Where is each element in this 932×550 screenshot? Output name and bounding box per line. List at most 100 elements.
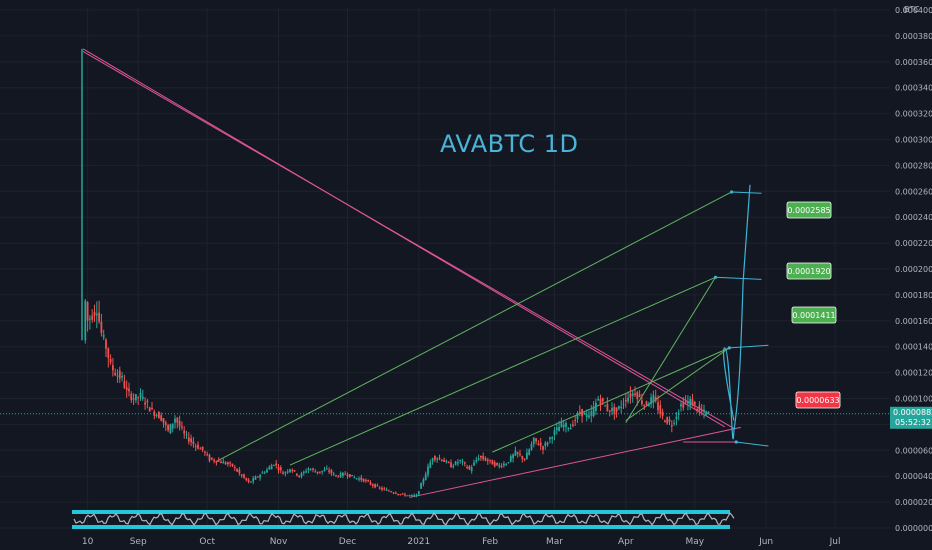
candle-body — [680, 404, 682, 407]
candle-body — [406, 495, 409, 497]
candle-body — [595, 402, 597, 411]
candle-body — [592, 406, 595, 417]
candle-body — [647, 404, 650, 407]
candle-body — [158, 412, 160, 419]
candle-body — [243, 474, 245, 478]
candle-body — [705, 412, 708, 415]
candle-body — [491, 460, 494, 465]
candles-layer — [81, 48, 710, 498]
candle-body — [118, 370, 121, 379]
candle-body — [434, 456, 436, 460]
x-tick-label: Dec — [339, 537, 356, 547]
candle-body — [597, 398, 600, 401]
connector-line — [731, 191, 762, 194]
candle-body — [599, 399, 602, 405]
candle-body — [197, 444, 199, 449]
candle-body — [86, 302, 89, 321]
candle-body — [369, 482, 372, 485]
candle-body — [624, 399, 627, 402]
connector-dot — [727, 346, 731, 350]
candle-body — [360, 477, 363, 481]
candle-body — [576, 413, 579, 419]
candle-body — [411, 494, 413, 496]
candle-body — [606, 403, 609, 411]
unit-label: BTC — [904, 5, 920, 14]
target-label: 0.0001411 — [791, 306, 837, 324]
candle-body — [629, 393, 632, 398]
candle-body — [146, 400, 149, 403]
candle-body — [374, 484, 376, 488]
candle-body — [475, 459, 478, 462]
oscillator-line — [73, 511, 735, 527]
last-price-box — [890, 406, 932, 429]
candle-body — [167, 425, 169, 431]
candle-body — [611, 407, 613, 412]
candle-body — [247, 479, 250, 483]
candle-body — [192, 441, 195, 445]
candle-body — [560, 421, 563, 428]
candle-body — [91, 315, 94, 320]
candle-body — [270, 465, 273, 470]
x-tick-label: Sep — [130, 537, 147, 547]
candle-body — [588, 415, 590, 418]
candle-body — [174, 418, 176, 423]
candle-body — [480, 455, 482, 458]
candle-body — [578, 411, 581, 413]
candle-body — [293, 470, 296, 472]
candle-body — [365, 480, 367, 482]
time-axis[interactable]: 10 Sep Oct Nov Dec 2021 Feb Mar Apr May Jun Jul — [82, 537, 841, 547]
candle-body — [316, 471, 319, 474]
candle-body — [89, 318, 91, 320]
candle-body — [155, 415, 158, 417]
target-box — [791, 306, 837, 324]
candle-body — [404, 494, 406, 496]
candle-body — [652, 395, 655, 403]
x-tick-label: 2021 — [407, 537, 430, 547]
candle-body — [128, 388, 130, 392]
x-tick-label: Oct — [199, 537, 215, 547]
candle-body — [130, 393, 133, 401]
candle-body — [215, 460, 218, 463]
candle-body — [618, 406, 620, 409]
connector-dot — [730, 190, 734, 194]
candle-body — [549, 437, 551, 440]
candle-body — [659, 405, 662, 415]
candle-body — [645, 401, 648, 405]
candle-body — [677, 412, 680, 415]
candle-body — [397, 493, 399, 495]
candle-body — [390, 491, 393, 493]
candle-body — [500, 466, 503, 468]
candle-body — [661, 411, 664, 417]
candle-body — [291, 469, 294, 472]
candle-body — [137, 396, 140, 398]
candle-body — [443, 459, 445, 462]
candle-body — [399, 494, 402, 496]
candle-body — [613, 406, 616, 414]
countdown-text: 05:52:32 — [895, 418, 931, 427]
candle-body — [514, 450, 517, 456]
candle-body — [328, 470, 330, 472]
candle-body — [489, 459, 491, 461]
candle-body — [537, 443, 540, 446]
candle-body — [358, 478, 360, 480]
trendline — [625, 347, 730, 421]
candle-body — [339, 473, 342, 478]
connector-line — [729, 344, 769, 349]
candle-body — [261, 472, 264, 474]
candle-body — [332, 473, 335, 475]
candle-body — [436, 458, 439, 460]
candle-body — [201, 446, 204, 451]
candle-body — [523, 458, 526, 460]
candle-body — [344, 473, 347, 475]
candle-body — [422, 479, 425, 484]
candle-body — [351, 474, 353, 477]
candle-body — [302, 471, 305, 473]
candle-body — [583, 412, 586, 415]
candle-body — [631, 393, 634, 397]
